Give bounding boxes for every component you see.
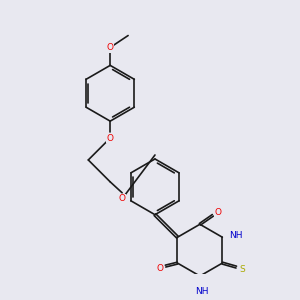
Text: NH: NH: [195, 287, 209, 296]
Text: O: O: [107, 43, 114, 52]
Text: O: O: [107, 134, 114, 142]
Text: O: O: [156, 264, 163, 273]
Text: NH: NH: [230, 231, 243, 240]
Text: O: O: [214, 208, 221, 217]
Text: O: O: [118, 194, 126, 203]
Text: S: S: [239, 265, 245, 274]
